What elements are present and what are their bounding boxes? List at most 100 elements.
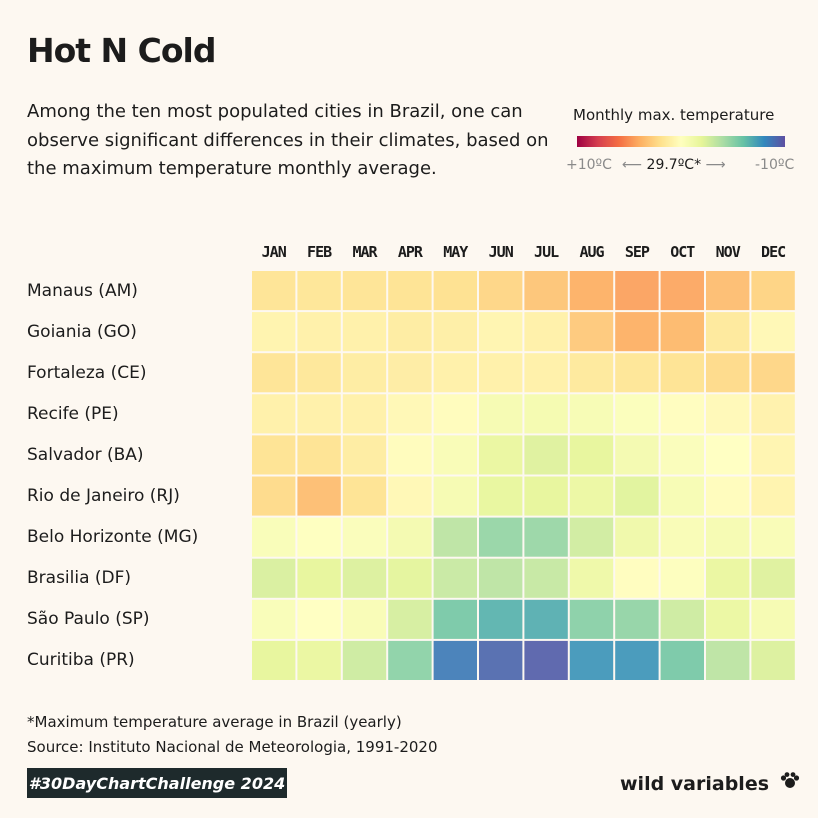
heatmap-cell — [388, 394, 432, 434]
month-label: NOV — [715, 243, 741, 261]
heatmap-cell — [388, 558, 432, 598]
heatmap-cell — [479, 517, 523, 557]
heatmap-cell — [660, 394, 704, 434]
heatmap-cell — [615, 517, 659, 557]
heatmap-cell — [252, 517, 296, 557]
heatmap-cell — [706, 353, 750, 393]
heatmap-cell — [615, 476, 659, 516]
city-label: São Paulo (SP) — [27, 609, 150, 630]
legend-mid-value: 29.7ºC* — [646, 157, 702, 173]
heatmap-cell — [524, 271, 568, 311]
heatmap-cell — [388, 476, 432, 516]
heatmap-cell — [252, 558, 296, 598]
heatmap-cell — [388, 353, 432, 393]
month-label: JUN — [488, 243, 514, 261]
heatmap-cell — [615, 312, 659, 352]
month-label: MAR — [352, 243, 377, 261]
heatmap-cell — [342, 599, 387, 639]
heatmap-cell — [660, 353, 704, 393]
heatmap-cell — [479, 353, 523, 393]
brand-name: wild variables — [620, 773, 770, 795]
city-label: Salvador (BA) — [27, 444, 144, 465]
heatmap-cell — [660, 558, 704, 598]
heatmap-cell — [569, 271, 614, 311]
challenge-badge: #30DayChartChallenge 2024 — [27, 768, 287, 798]
heatmap-cell — [706, 558, 750, 598]
heatmap-cell — [479, 640, 523, 680]
heatmap-cell — [615, 394, 659, 434]
heatmap-cell — [252, 435, 296, 475]
legend-hot-label: +10ºC — [566, 157, 612, 173]
heatmap-cell — [252, 271, 296, 311]
heatmap-cell — [524, 517, 568, 557]
month-label: MAY — [443, 243, 468, 261]
heatmap-cell — [660, 640, 704, 680]
heatmap-cell — [751, 476, 795, 516]
heatmap-cell — [706, 271, 750, 311]
month-label: JUL — [534, 243, 559, 261]
heatmap-cell — [524, 599, 568, 639]
heatmap-cell — [524, 394, 568, 434]
heatmap-cell — [706, 599, 750, 639]
heatmap-cell — [297, 599, 341, 639]
heatmap-cell — [706, 312, 750, 352]
heatmap-cell — [706, 435, 750, 475]
heatmap-cell — [569, 517, 614, 557]
heatmap-cell — [615, 599, 659, 639]
heatmap-cell — [751, 394, 795, 434]
heatmap-cell — [569, 558, 614, 598]
heatmap-cell — [252, 599, 296, 639]
heatmap-cell — [524, 353, 568, 393]
heatmap-cell — [433, 312, 477, 352]
month-label: FEB — [307, 243, 332, 261]
heatmap-cell — [297, 517, 341, 557]
heatmap-cell — [433, 271, 477, 311]
legend-arrow-left: ⟵ — [622, 157, 643, 173]
heatmap-cell — [660, 517, 704, 557]
heatmap-cell — [751, 599, 795, 639]
source-note: Source: Instituto Nacional de Meteorolog… — [27, 738, 438, 756]
heatmap-cell — [297, 312, 341, 352]
heatmap-cell — [342, 476, 387, 516]
heatmap-cell — [660, 599, 704, 639]
heatmap-cell — [433, 558, 477, 598]
heatmap-cell — [660, 435, 704, 475]
city-label: Belo Horizonte (MG) — [27, 527, 199, 548]
heatmap-cell — [569, 394, 614, 434]
month-label: APR — [397, 243, 423, 261]
heatmap-cell — [252, 476, 296, 516]
heatmap-cell — [342, 558, 387, 598]
month-label: SEP — [624, 243, 650, 261]
heatmap-cell — [433, 599, 477, 639]
month-label: AUG — [579, 243, 604, 261]
heatmap-cell — [524, 312, 568, 352]
heatmap-cell — [479, 312, 523, 352]
heatmap-cell — [524, 476, 568, 516]
heatmap-cell — [524, 640, 568, 680]
heatmap-cell — [433, 476, 477, 516]
heatmap-cell — [751, 312, 795, 352]
heatmap-cell — [660, 271, 704, 311]
heatmap-cell — [706, 394, 750, 434]
heatmap-cell — [342, 394, 387, 434]
heatmap-cell — [252, 640, 296, 680]
heatmap-cell — [252, 394, 296, 434]
heatmap-cell — [433, 394, 477, 434]
heatmap-cell — [751, 271, 795, 311]
heatmap-cell — [569, 640, 614, 680]
heatmap-cell — [433, 517, 477, 557]
heatmap-cell — [342, 271, 387, 311]
heatmap-cell — [342, 517, 387, 557]
city-label: Fortaleza (CE) — [27, 362, 147, 383]
heatmap-cell — [751, 640, 795, 680]
city-label: Manaus (AM) — [27, 280, 138, 301]
heatmap-cell — [706, 476, 750, 516]
heatmap-cell — [615, 558, 659, 598]
heatmap-cell — [751, 353, 795, 393]
heatmap-cell — [751, 517, 795, 557]
heatmap-cell — [388, 517, 432, 557]
heatmap-cell — [297, 394, 341, 434]
heatmap-cell — [569, 599, 614, 639]
heatmap-cell — [297, 435, 341, 475]
